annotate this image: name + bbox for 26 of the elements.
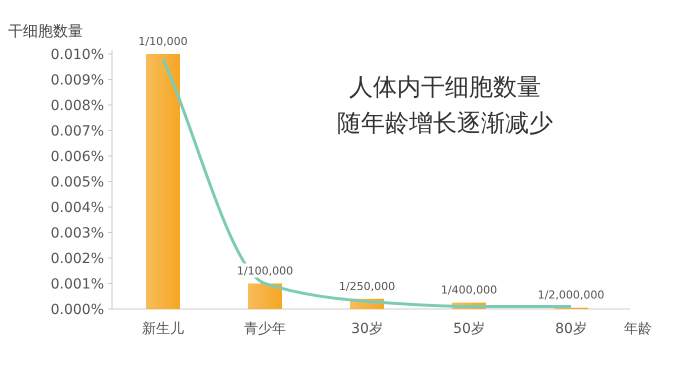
x-tick-label: 50岁: [453, 321, 485, 337]
y-tick-label: 0.003%: [50, 226, 104, 242]
y-tick-label: 0.001%: [50, 276, 104, 292]
y-tick-label: 0.005%: [50, 174, 104, 190]
data-label: 1/250,000: [338, 280, 396, 293]
x-tick-label: 80岁: [555, 321, 587, 337]
text: 人体内干细胞数量随年龄增长逐渐减少: [337, 73, 553, 137]
y-tick-label: 0.002%: [50, 251, 104, 267]
y-tick-label: 0.008%: [50, 98, 104, 114]
data-label: 1/10,000: [138, 35, 188, 48]
bar: [248, 284, 282, 309]
x-axis-title: 年龄: [624, 321, 652, 337]
data-label: 1/100,000: [236, 264, 294, 278]
x-tick-label: 新生儿: [142, 321, 184, 337]
bar: [146, 54, 180, 309]
y-axis-title: 干细胞数量: [8, 22, 83, 40]
data-label: 1/2,000,000: [538, 288, 604, 302]
x-tick-label: 30岁: [351, 321, 383, 337]
data-label: 1/400,000: [440, 284, 498, 297]
y-tick-label: 0.010%: [50, 47, 104, 63]
y-tick-label: 0.004%: [50, 200, 104, 216]
y-tick-label: 0.009%: [50, 72, 104, 88]
x-tick-label: 青少年: [244, 321, 286, 337]
y-tick-label: 0.000%: [50, 302, 104, 318]
y-tick-label: 0.006%: [50, 149, 104, 165]
y-tick-label: 0.007%: [50, 124, 104, 140]
